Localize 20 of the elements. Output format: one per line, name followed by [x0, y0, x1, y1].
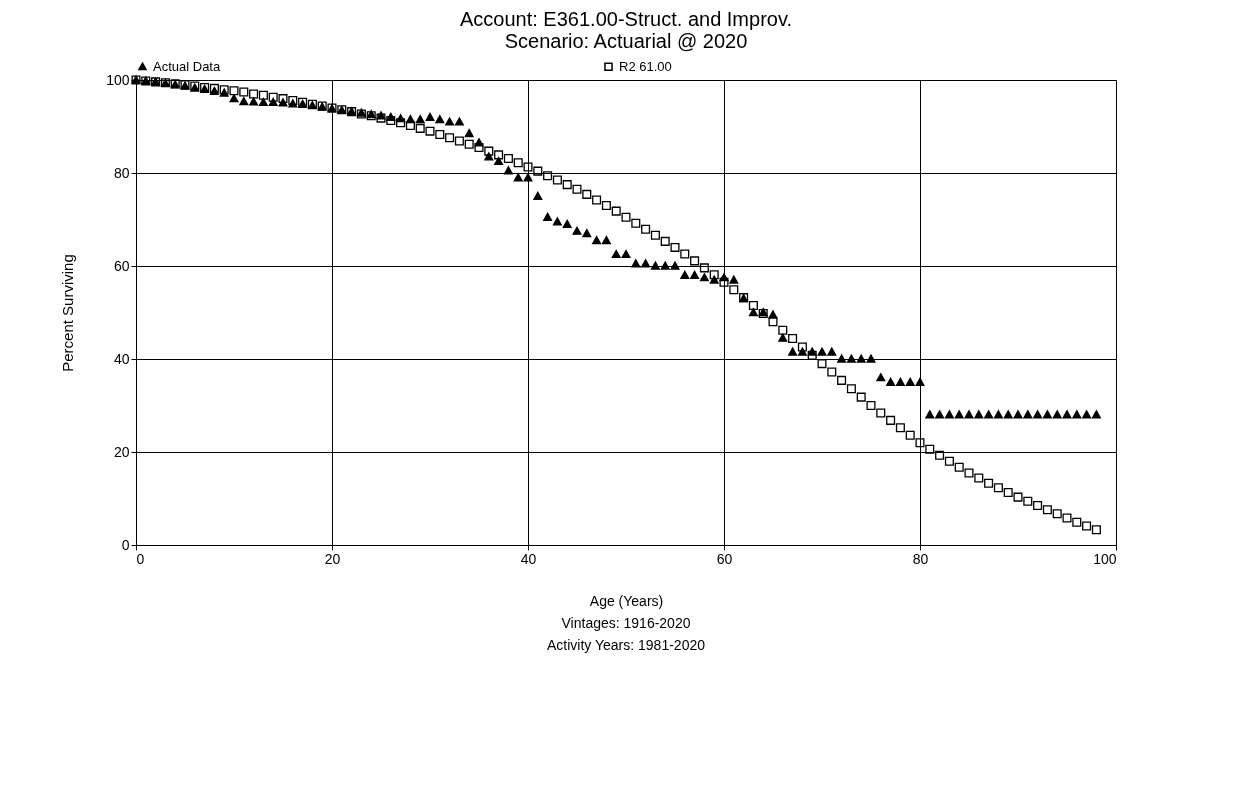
- y-tick-label: 20: [113, 443, 130, 460]
- x-tick-label: 20: [324, 550, 341, 567]
- x-axis-title: Age (Years): [589, 592, 664, 609]
- x-tick-label: 0: [136, 550, 145, 567]
- y-tick-label: 80: [113, 164, 130, 181]
- y-tick-label: 40: [113, 350, 130, 367]
- legend-label: Actual Data: [153, 58, 221, 74]
- y-tick-label: 100: [106, 71, 130, 88]
- text: Activity Years: 1981-2020: [547, 637, 706, 653]
- text: Account: E361.00-Struct. and Improv.: [459, 8, 793, 30]
- x-tick-label: 40: [520, 550, 537, 567]
- y-tick-label: 60: [113, 257, 130, 274]
- y-tick-label: 0: [121, 536, 130, 553]
- text: Scenario: Actuarial @ 2020: [504, 30, 748, 52]
- x-tick-label: 80: [912, 550, 929, 567]
- y-axis-title: Percent Surviving: [59, 254, 77, 372]
- x-tick-label: 100: [1093, 550, 1117, 567]
- x-tick-label: 60: [716, 550, 733, 567]
- legend-label: R2 61.00: [619, 58, 672, 74]
- text: Vintages: 1916-2020: [561, 615, 691, 631]
